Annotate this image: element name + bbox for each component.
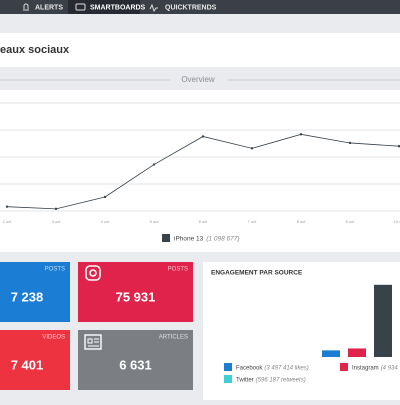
x-tick-label: 7 oct — [248, 219, 258, 224]
legend-label: iPhone 13 (1 098 677) — [174, 235, 240, 242]
trend-icon — [149, 3, 158, 13]
point — [54, 207, 58, 211]
tile-label: ARTICLES — [159, 335, 188, 341]
x-tick-label: 2 oct — [3, 219, 13, 224]
tile — [0, 330, 70, 390]
bell-icon — [23, 3, 29, 11]
legend-swatch — [340, 363, 348, 371]
legend-swatch — [224, 363, 232, 371]
nav-item[interactable]: ALERTS — [35, 4, 63, 11]
engagement-panel — [203, 262, 400, 400]
engagement-title: ENGAGEMENT PAR SOURCE — [211, 270, 303, 277]
tile-label: POSTS — [168, 267, 188, 273]
tile — [0, 262, 70, 322]
legend-label: Facebook (3 497 414 likes) — [236, 365, 309, 371]
legend-detail: (3 497 414 likes) — [264, 365, 308, 371]
tile-label: POSTS — [45, 267, 65, 273]
x-tick-label: 3 oct — [52, 219, 62, 224]
section-title: Overview — [181, 75, 215, 84]
tile — [78, 330, 193, 390]
point — [299, 133, 303, 136]
legend-detail: (4 934 — [381, 365, 399, 371]
legend-label: Twitter (596 187 retweets) — [236, 377, 306, 383]
legend-count: (1 098 677) — [206, 235, 239, 242]
x-tick-label: 6 oct — [199, 219, 209, 224]
tile-label: VIDEOS — [42, 335, 65, 341]
legend-name: Instagram — [352, 365, 379, 371]
legend-name: Facebook — [236, 365, 263, 371]
point — [5, 205, 9, 208]
chart-panel — [0, 90, 400, 252]
bar — [322, 350, 340, 357]
legend-name: iPhone 13 — [174, 235, 204, 242]
point — [250, 147, 254, 150]
tile-value: 75 931 — [116, 289, 156, 304]
legend-label: Instagram (4 934 — [352, 365, 398, 371]
tile-value: 6 631 — [119, 357, 152, 372]
x-tick-label: 4 oct — [101, 219, 111, 224]
article-icon-lines — [87, 338, 99, 347]
nav-active — [68, 0, 140, 14]
tiles: POSTS 7 238 POSTS 75 931 VIDEOS 7 401 ARTICLES… — [0, 262, 193, 390]
point — [152, 163, 156, 166]
tile-value: 7 238 — [11, 289, 44, 304]
point — [201, 135, 205, 138]
title-panel — [0, 33, 400, 67]
legend-swatch — [224, 375, 232, 383]
instagram-icon-lens — [89, 269, 97, 277]
board-icon — [75, 3, 86, 11]
x-tick-label: 8 oct — [297, 219, 307, 224]
nav-item[interactable]: QUICKTRENDS — [165, 4, 217, 11]
article-icon — [84, 334, 102, 350]
page-title: eaux sociaux — [0, 44, 70, 56]
engagement-chart: Facebook (3 497 414 likes) Instagram (4 934… — [224, 284, 398, 383]
tile-value: 7 401 — [11, 357, 44, 372]
instagram-icon — [85, 265, 101, 281]
point — [348, 141, 352, 145]
tile — [78, 262, 193, 322]
legend-swatch — [162, 234, 170, 242]
line-chart: 2 oct 3 oct 4 oct 5 oct 6 oct 7 oct 8 oct 9 oct… — [0, 102, 400, 242]
bar — [374, 284, 392, 357]
x-tick-label: 10 oct — [394, 219, 400, 224]
nav-item[interactable]: SMARTBOARDS — [90, 4, 146, 11]
x-tick-label: 9 oct — [346, 219, 356, 224]
point — [103, 195, 107, 199]
legend-detail: (596 187 retweets) — [256, 377, 306, 383]
point — [397, 145, 400, 148]
bar — [348, 348, 366, 357]
legend-name: Twitter — [236, 377, 254, 383]
x-tick-label: 5 oct — [150, 219, 160, 224]
